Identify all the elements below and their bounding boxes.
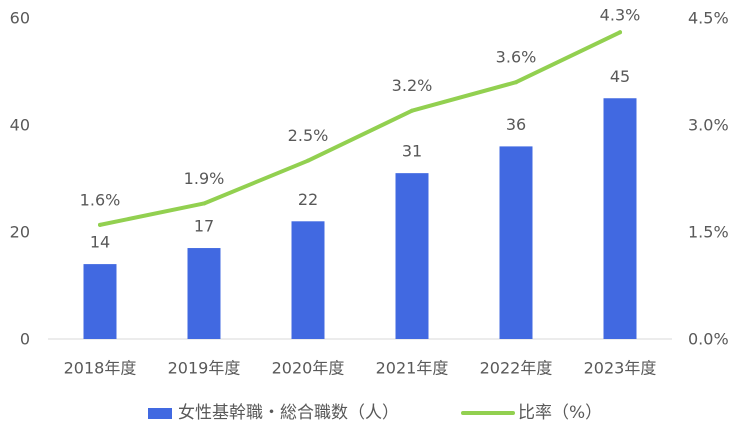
ratio-value-label-2021: 3.2%	[392, 76, 433, 95]
right-axis-tick-label: 4.5%	[688, 9, 729, 28]
legend: 女性基幹職・総合職数（人） 比率（%）	[148, 402, 602, 423]
bar-2021	[395, 173, 429, 339]
right-axis-tick-label: 3.0%	[688, 116, 729, 135]
ratio-value-label-2022: 3.6%	[496, 48, 537, 67]
ratio-point-2020	[306, 158, 310, 163]
line-series	[98, 30, 622, 227]
x-axis-label-2022: 2022年度	[480, 359, 553, 378]
bar-value-label-2023: 45	[610, 67, 630, 86]
x-axis-label-2019: 2019年度	[168, 359, 241, 378]
left-axis-tick-label: 0	[20, 330, 30, 349]
bar-2018	[83, 264, 117, 339]
ratio-value-label-2019: 1.9%	[184, 169, 225, 188]
left-axis-tick-label: 60	[10, 9, 30, 28]
ratio-value-label-2023: 4.3%	[600, 6, 641, 25]
ratio-point-2021	[410, 108, 414, 113]
legend-label-bar: 女性基幹職・総合職数（人）	[178, 402, 399, 423]
left-axis-tick-label: 40	[10, 116, 30, 135]
right-axis-tick-label: 0.0%	[688, 330, 729, 349]
ratio-point-2023	[618, 30, 622, 35]
ratio-value-label-2020: 2.5%	[288, 126, 329, 145]
left-axis-tick-label: 20	[10, 223, 30, 242]
bar-value-label-2019: 17	[194, 217, 214, 236]
x-axis-label-2018: 2018年度	[64, 359, 137, 378]
bar-value-label-2022: 36	[506, 115, 526, 134]
legend-swatch-bar	[148, 408, 172, 419]
x-axis-label-2020: 2020年度	[272, 359, 345, 378]
bar-series	[83, 98, 637, 339]
ratio-point-2018	[98, 222, 102, 227]
legend-label-line: 比率（%）	[518, 403, 602, 423]
bar-value-label-2020: 22	[298, 190, 318, 209]
bar-value-label-2021: 31	[402, 142, 422, 161]
ratio-point-2022	[514, 80, 518, 85]
right-axis-tick-label: 1.5%	[688, 223, 729, 242]
ratio-point-2019	[202, 201, 206, 206]
bar-2023	[603, 98, 637, 339]
bar-2019	[187, 248, 221, 339]
x-axis-label-2023: 2023年度	[584, 359, 657, 378]
bar-2022	[499, 146, 533, 339]
bar-value-label-2018: 14	[90, 233, 110, 252]
bar-2020	[291, 221, 325, 339]
ratio-value-label-2018: 1.6%	[80, 190, 121, 209]
ratio-line	[98, 30, 622, 227]
axes: 0 20 40 60 0.0% 1.5% 3.0% 4.5% 2018年度 2019年度 2020年…	[10, 9, 729, 378]
data-labels: 14 17 22 31 36 45 1.6% 1.9% 2.5% 3.2% 3.6% 4.3%	[80, 6, 641, 252]
x-axis-label-2021: 2021年度	[376, 359, 449, 378]
